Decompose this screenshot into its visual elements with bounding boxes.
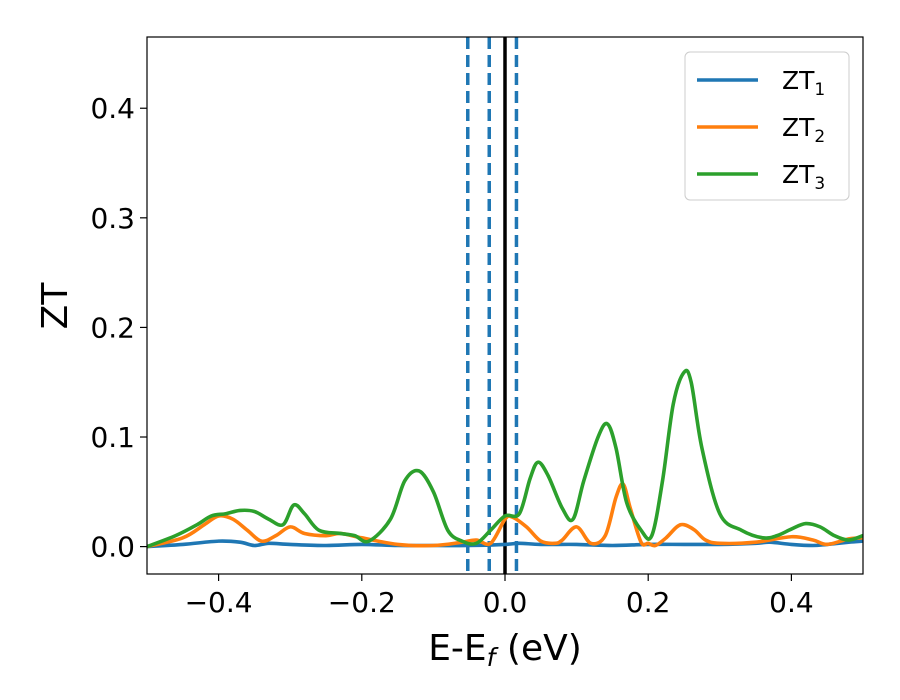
y-tick-label: 0.4 bbox=[90, 92, 135, 125]
series-line-zt2 bbox=[147, 482, 863, 549]
series-line-zt3 bbox=[147, 368, 863, 549]
series-lines bbox=[147, 368, 863, 549]
x-tick-label: 0.2 bbox=[626, 586, 671, 619]
legend: ZT1 ZT2 ZT3 bbox=[684, 51, 850, 201]
legend-label-zt3: ZT3 bbox=[782, 160, 825, 194]
legend-box bbox=[684, 51, 850, 201]
y-tick-label: 0.0 bbox=[90, 531, 135, 564]
x-axis-ticks: −0.4 −0.2 0.0 0.2 0.4 bbox=[185, 574, 814, 619]
y-tick-label: 0.3 bbox=[90, 202, 135, 235]
x-axis-label: E-Ef (eV) bbox=[428, 628, 582, 672]
y-axis-ticks: 0.0 0.1 0.2 0.3 0.4 bbox=[90, 92, 147, 564]
legend-label-zt1: ZT1 bbox=[782, 66, 825, 100]
reference-lines bbox=[466, 37, 519, 574]
y-tick-label: 0.1 bbox=[90, 421, 135, 454]
x-tick-label: 0.4 bbox=[769, 586, 814, 619]
x-tick-label: −0.4 bbox=[185, 586, 253, 619]
y-axis-label: ZT bbox=[35, 282, 76, 330]
legend-label-zt2: ZT2 bbox=[782, 113, 825, 147]
x-tick-label: −0.2 bbox=[328, 586, 396, 619]
x-tick-label: 0.0 bbox=[483, 586, 528, 619]
series-line-zt1 bbox=[147, 539, 863, 549]
y-tick-label: 0.2 bbox=[90, 311, 135, 344]
